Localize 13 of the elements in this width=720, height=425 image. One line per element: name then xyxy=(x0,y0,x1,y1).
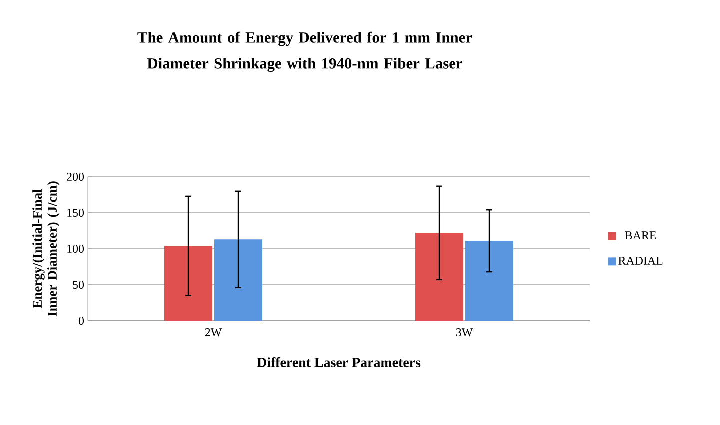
x-tick-label: 3W xyxy=(456,328,474,337)
y-tick-label: 200 xyxy=(67,172,84,182)
y-tick-label: 0 xyxy=(78,316,84,326)
x-tick-label: 2W xyxy=(205,328,222,337)
y-tick-label: 50 xyxy=(73,280,84,290)
legend-label: RADIAL xyxy=(618,256,663,265)
bar xyxy=(466,241,514,321)
y-axis-title: Energy/(Initial-Final Inner Diameter) (J/cm) xyxy=(32,182,60,317)
legend-label: BARE xyxy=(625,232,656,240)
chart-title: The Amount of Energy Delivered for 1 mm Inner Diameter Shrinkage with 1940-nm Fiber Laser xyxy=(138,32,472,72)
y-tick-label: 150 xyxy=(68,208,84,218)
x-axis-title: Different Laser Parameters xyxy=(257,357,421,368)
y-tick-label: 100 xyxy=(68,244,84,254)
